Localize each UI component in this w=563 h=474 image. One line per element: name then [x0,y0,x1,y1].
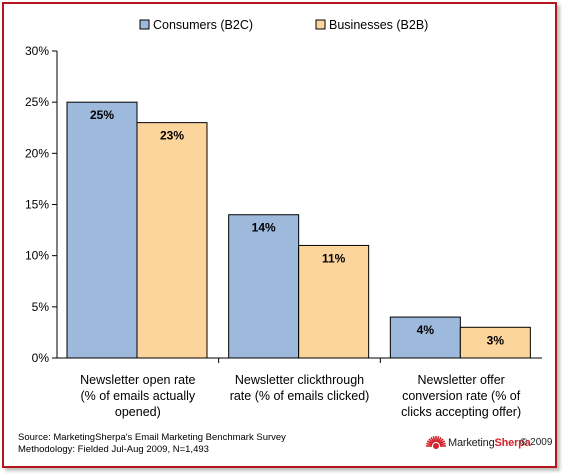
category-label: rate (% of emails clicked) [230,389,370,403]
sunburst-ray [437,436,442,443]
sunburst-ray [439,442,446,446]
marketingsherpa-logo: MarketingSherpa © 2009 [424,430,556,454]
data-label: 25% [90,108,114,122]
bar [298,244,370,359]
legend: Consumers (B2C) Businesses (B2B) [139,18,428,32]
bars: 25% 14% 4% 23% 11% 3% [66,101,531,359]
bar [228,214,300,359]
data-label: 23% [160,129,184,143]
data-label: 3% [487,333,505,347]
sunburst-ray [426,440,433,445]
source-note: Source: MarketingSherpa's Email Marketin… [18,432,286,443]
y-tick-label: 10% [25,249,49,263]
sunburst-ray [436,436,440,443]
category-label: Newsletter clickthrough [235,373,364,387]
y-tick-label: 0% [32,351,50,365]
category-label: conversion rate (% of [402,389,521,403]
sunburst-ray [426,442,433,446]
legend-entry: Businesses (B2B) [329,18,428,32]
sunburst-ray [438,438,444,444]
data-label: 4% [417,323,435,337]
sunburst-ray [439,440,446,445]
sunburst-center [433,443,439,449]
category-label: Newsletter offer [418,373,505,387]
bar [459,326,531,359]
legend-swatch [315,19,326,30]
bar [66,101,138,359]
y-tick-label: 5% [32,300,50,314]
logo-brand-part2: Sherpa [494,437,531,449]
sunburst-icon [426,436,446,449]
y-tick-label: 20% [25,146,49,160]
methodology-note: Methodology: Fielded Jul-Aug 2009, N=1,4… [18,444,209,455]
sunburst-ray [428,438,434,444]
sunburst-ray [430,436,435,443]
data-label: 11% [322,251,346,265]
category-label: opened) [115,405,161,419]
category-labels: Newsletter open rate (% of emails actuall… [80,373,521,419]
logo-brand-part1: Marketing [448,437,495,449]
y-tick-label: 25% [25,95,49,109]
data-label: 14% [252,221,276,235]
legend-entry: Consumers (B2C) [153,18,253,32]
sunburst-ray [432,436,436,443]
copyright-label: © 2009 [520,437,553,448]
category-label: Newsletter open rate [80,373,195,387]
legend-swatch [139,19,150,30]
category-label: clicks accepting offer) [401,405,521,419]
y-tick-label: 30% [25,44,49,58]
y-tick-label: 15% [25,198,49,212]
bar [136,122,208,359]
category-label: (% of emails actually [81,389,196,403]
